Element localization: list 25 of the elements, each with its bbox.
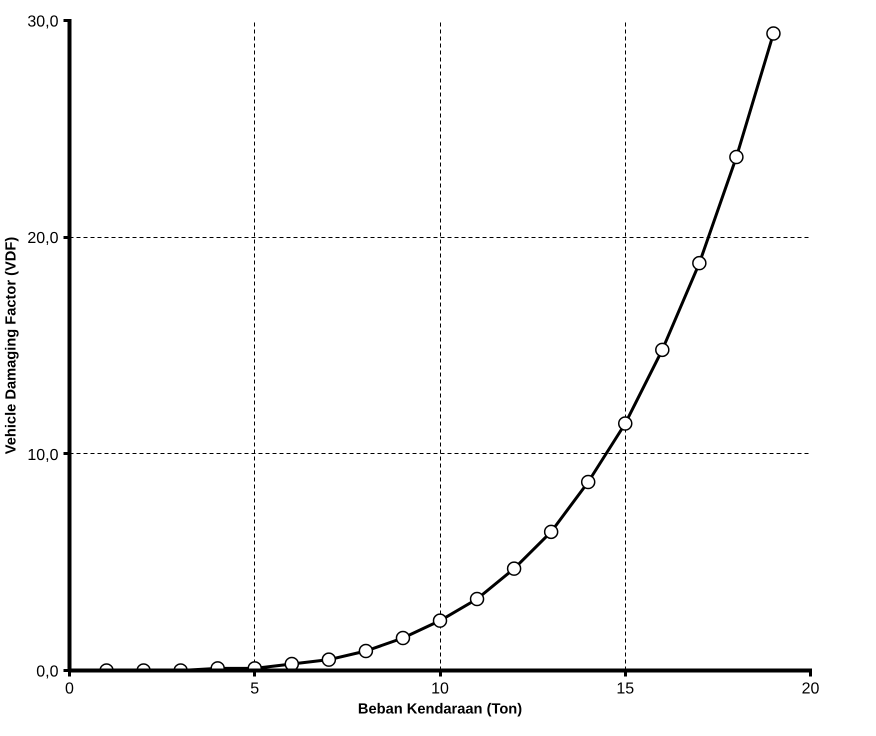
point <box>396 630 410 646</box>
point <box>766 26 781 41</box>
x-tick-label: 20 <box>802 680 820 698</box>
y-tick-label: 10,0 <box>27 446 59 464</box>
point <box>322 652 336 667</box>
x-axis-title: Beban Kendaraan (Ton) <box>358 702 522 718</box>
point <box>655 342 670 358</box>
point <box>432 613 448 628</box>
point <box>284 656 300 670</box>
point <box>544 524 558 540</box>
point <box>692 256 707 270</box>
y-tick-label: 30,0 <box>27 14 59 30</box>
point <box>580 474 596 490</box>
x-tick-label: 15 <box>616 680 634 698</box>
y-tick-label: 0,0 <box>36 664 59 680</box>
x-tick-label: 10 <box>431 680 449 698</box>
point <box>358 644 374 658</box>
point <box>729 150 744 164</box>
y-tick-label: 20,0 <box>27 230 59 248</box>
point <box>506 561 522 576</box>
point <box>618 416 632 431</box>
y-axis-title: Vehicle Damaging Factor (VDF) <box>3 236 20 454</box>
x-tick-label: 5 <box>250 680 260 698</box>
point <box>470 592 484 606</box>
x-tick-label: 0 <box>65 680 74 698</box>
